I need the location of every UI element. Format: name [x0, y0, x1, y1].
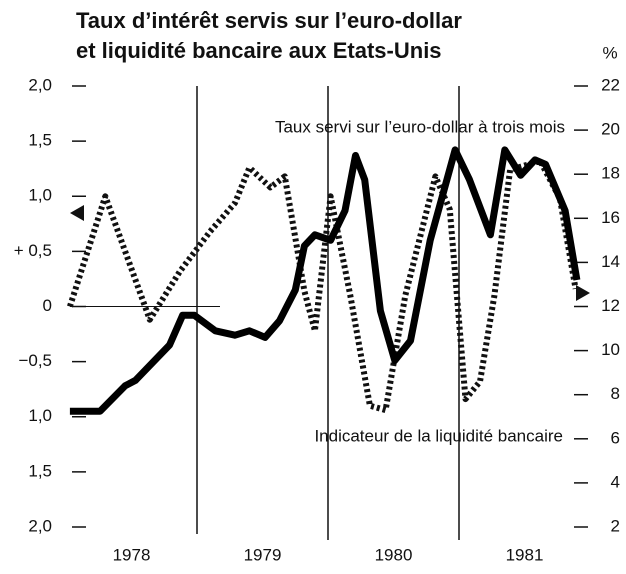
y2-tick-label: 18 — [601, 164, 620, 183]
chart-title: et liquidité bancaire aux Etats-Unis — [76, 38, 442, 63]
year-separators — [196, 86, 460, 540]
y2-tick-label: 12 — [601, 296, 620, 315]
y2-tick-label: 16 — [601, 208, 620, 227]
y2-tick-label: 4 — [611, 472, 620, 491]
y-tick-label: + 0,5 — [14, 241, 52, 260]
y2-tick-label: 6 — [611, 428, 620, 447]
y2-tick-label: 10 — [601, 340, 620, 359]
y2-tick-label: 22 — [601, 75, 620, 94]
y-tick-label: −0,5 — [18, 351, 52, 370]
y2-tick-label: 8 — [611, 384, 620, 403]
y-tick-label: 1,5 — [28, 461, 52, 480]
series-line — [69, 146, 581, 415]
y2-tick-label: 14 — [601, 252, 620, 271]
y-tick-label: 2,0 — [28, 75, 52, 94]
y-tick-label: 1,5 — [28, 131, 52, 150]
arrow — [70, 205, 84, 221]
annotation: Taux servi sur l’euro-dollar à trois moi… — [275, 117, 565, 136]
x-tick-label: 1980 — [375, 545, 413, 564]
arrow — [576, 285, 590, 301]
y-tick-label: 1,0 — [28, 406, 52, 425]
y2-axis-label: % — [602, 43, 617, 62]
annotation: Indicateur de la liquidité bancaire — [314, 426, 563, 445]
y-tick-label: 0 — [43, 296, 52, 315]
series-line — [67, 158, 579, 414]
y2-tick-label: 20 — [601, 120, 620, 139]
x-tick-label: 1978 — [113, 545, 151, 564]
x-tick-label: 1981 — [506, 545, 544, 564]
y-tick-label: 2,0 — [28, 516, 52, 535]
x-tick-label: 1979 — [244, 545, 282, 564]
chart-title: Taux d’intérêt servis sur l’euro-dollar — [76, 8, 462, 33]
y-tick-label: 1,0 — [28, 186, 52, 205]
y2-tick-label: 2 — [611, 516, 620, 535]
